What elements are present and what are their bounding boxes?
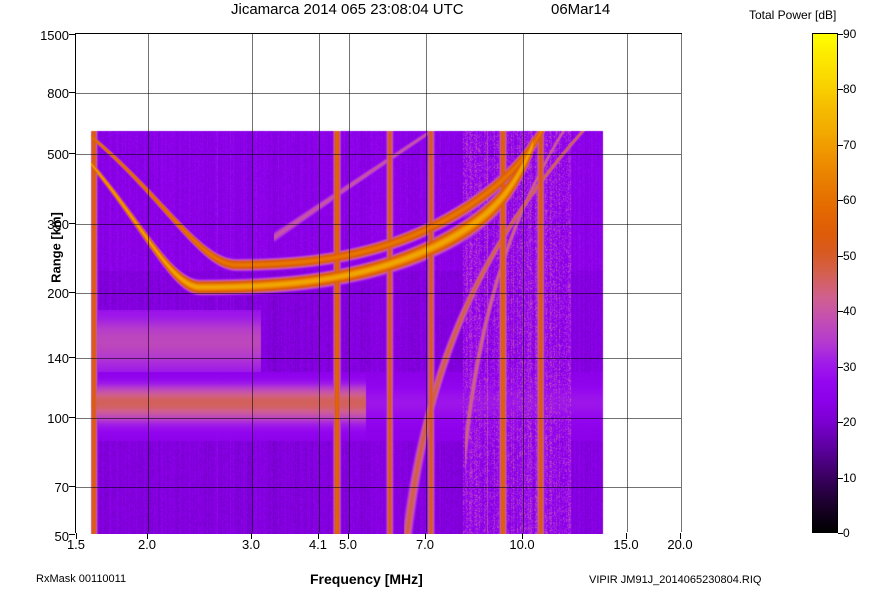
colorbar-tickmark: [838, 311, 843, 312]
y-tick-label: 1500: [40, 28, 69, 43]
y-tick-label: 300: [47, 217, 69, 232]
footer-rxmask: RxMask 00110011: [36, 573, 127, 585]
gridline-horizontal: [76, 224, 681, 225]
colorbar-tick-label: 90: [843, 27, 857, 41]
colorbar: [812, 33, 838, 533]
x-tick-label: 3.0: [241, 537, 261, 552]
colorbar-title: Total Power [dB]: [749, 8, 837, 22]
colorbar-tick-label: 30: [843, 360, 857, 374]
y-tickmark: [69, 292, 75, 293]
ionogram-plot[interactable]: [75, 33, 683, 534]
y-tick-label: 200: [47, 286, 69, 301]
x-tickmark: [251, 533, 252, 539]
y-tickmark: [69, 34, 75, 35]
x-tick-label: 15.0: [613, 537, 639, 552]
y-tick-label: 70: [54, 480, 69, 495]
colorbar-tickmark: [838, 478, 843, 479]
gridline-vertical: [252, 34, 253, 532]
x-axis-label: Frequency [MHz]: [310, 571, 423, 587]
gridline-horizontal: [76, 418, 681, 419]
y-tickmark: [69, 534, 75, 535]
gridline-vertical: [349, 34, 350, 532]
colorbar-tick-label: 20: [843, 415, 857, 429]
y-tickmark: [69, 223, 75, 224]
y-tick-label: 140: [47, 351, 69, 366]
gridline-horizontal: [76, 154, 681, 155]
x-tickmark: [348, 533, 349, 539]
x-tickmark: [626, 533, 627, 539]
x-tickmark: [522, 533, 523, 539]
x-tick-label: 5.0: [338, 537, 358, 552]
gridline-vertical: [523, 34, 524, 532]
colorbar-tick-label: 50: [843, 249, 857, 263]
colorbar-tickmark: [838, 89, 843, 90]
y-tickmark: [69, 153, 75, 154]
colorbar-tickmark: [838, 367, 843, 368]
colorbar-tickmark: [838, 533, 843, 534]
colorbar-tick-label: 40: [843, 304, 857, 318]
x-tickmark: [318, 533, 319, 539]
y-tickmark: [69, 357, 75, 358]
page-title: Jicamarca 2014 065 23:08:04 UTC: [231, 1, 464, 18]
x-tickmark: [147, 533, 148, 539]
gridline-vertical: [319, 34, 320, 532]
x-tickmark: [76, 533, 77, 539]
ionogram-heatmap: [76, 34, 683, 534]
y-tick-label: 500: [47, 147, 69, 162]
y-tickmark: [69, 486, 75, 487]
title-date: 06Mar14: [551, 1, 611, 18]
gridline-vertical: [148, 34, 149, 532]
colorbar-tickmark: [838, 145, 843, 146]
x-tick-label: 20.0: [667, 537, 693, 552]
x-tick-label: 10.0: [509, 537, 535, 552]
y-tick-label: 100: [47, 411, 69, 426]
y-tick-label: 50: [54, 529, 69, 544]
colorbar-tick-label: 70: [843, 138, 857, 152]
y-tick-label: 800: [47, 86, 69, 101]
colorbar-tick-label: 80: [843, 82, 857, 96]
y-tickmark: [69, 417, 75, 418]
x-tick-label: 4.1: [308, 537, 328, 552]
x-tick-label: 1.5: [66, 537, 86, 552]
x-tick-label: 7.0: [415, 537, 435, 552]
colorbar-tick-label: 0: [843, 526, 850, 540]
colorbar-tickmark: [838, 256, 843, 257]
colorbar-tickmark: [838, 34, 843, 35]
y-axis-ticks: 50 70 100 140 200 300 500 800 1500: [0, 28, 69, 544]
x-tickmark: [680, 533, 681, 539]
gridline-vertical: [681, 34, 682, 532]
x-tick-label: 2.0: [137, 537, 157, 552]
y-tickmark: [69, 92, 75, 93]
colorbar-tick-label: 10: [843, 471, 857, 485]
x-tickmark: [425, 533, 426, 539]
gridline-vertical: [627, 34, 628, 532]
gridline-horizontal: [76, 487, 681, 488]
gridline-horizontal: [76, 358, 681, 359]
x-axis-ticks: 1.5 2.0 3.0 4.1 5.0 7.0 10.0 15.0 20.0: [0, 537, 884, 557]
gridline-horizontal: [76, 93, 681, 94]
gridline-vertical: [426, 34, 427, 532]
colorbar-tickmark: [838, 422, 843, 423]
colorbar-tick-label: 60: [843, 193, 857, 207]
colorbar-tickmark: [838, 200, 843, 201]
footer-source: VIPIR JM91J_2014065230804.RIQ: [589, 574, 762, 586]
gridline-horizontal: [76, 293, 681, 294]
